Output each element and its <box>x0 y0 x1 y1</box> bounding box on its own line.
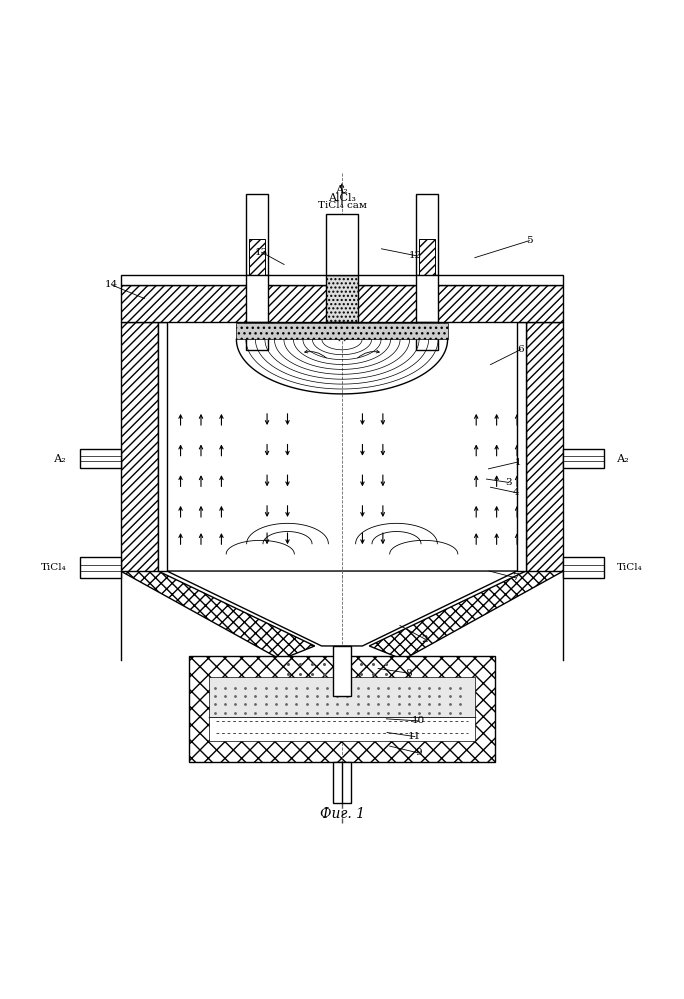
Text: 9: 9 <box>415 748 421 757</box>
Bar <box>419 239 435 276</box>
Text: А₂: А₂ <box>617 454 630 464</box>
Bar <box>417 323 438 350</box>
Text: 5: 5 <box>526 236 533 245</box>
Text: 11: 11 <box>408 732 421 741</box>
Text: А₂: А₂ <box>54 454 67 464</box>
Bar <box>80 450 120 469</box>
Bar <box>120 276 564 285</box>
Bar <box>326 323 358 336</box>
Bar <box>246 194 267 276</box>
Bar <box>417 194 438 276</box>
Text: TiCl₄: TiCl₄ <box>41 563 67 572</box>
Bar <box>189 656 495 762</box>
Bar <box>417 276 438 323</box>
Bar <box>517 323 526 571</box>
Text: А₂: А₂ <box>336 185 348 195</box>
Bar <box>246 323 267 350</box>
Text: 10: 10 <box>412 716 425 725</box>
Text: 3: 3 <box>505 478 512 487</box>
Bar <box>526 323 564 571</box>
Bar <box>326 214 358 276</box>
Text: 6: 6 <box>517 345 524 354</box>
Polygon shape <box>120 571 315 659</box>
Text: 4: 4 <box>513 489 520 498</box>
Text: AlCl₃: AlCl₃ <box>328 193 356 203</box>
Bar <box>237 323 447 340</box>
Bar <box>249 239 265 276</box>
Polygon shape <box>167 571 517 646</box>
Bar <box>333 646 351 696</box>
Text: TiCl₄: TiCl₄ <box>617 563 643 572</box>
Bar <box>158 323 167 571</box>
Bar <box>80 557 120 577</box>
Text: TiCl₄ сам: TiCl₄ сам <box>317 202 367 211</box>
Bar <box>120 285 564 323</box>
Bar <box>564 450 604 469</box>
Text: 2: 2 <box>422 634 428 643</box>
Text: 14: 14 <box>105 281 118 290</box>
Bar <box>333 762 351 802</box>
Text: 7: 7 <box>512 573 519 582</box>
Bar <box>326 276 358 323</box>
Bar <box>564 557 604 577</box>
Bar <box>209 676 475 716</box>
Text: 1: 1 <box>514 458 521 467</box>
Text: 13: 13 <box>255 248 268 257</box>
Bar <box>280 659 404 687</box>
Bar <box>246 276 267 323</box>
Polygon shape <box>369 571 564 659</box>
Bar <box>209 716 475 741</box>
Text: 12: 12 <box>409 251 422 260</box>
Text: Фиг. 1: Фиг. 1 <box>319 807 365 821</box>
Bar <box>120 323 158 571</box>
Text: 8: 8 <box>406 668 412 677</box>
